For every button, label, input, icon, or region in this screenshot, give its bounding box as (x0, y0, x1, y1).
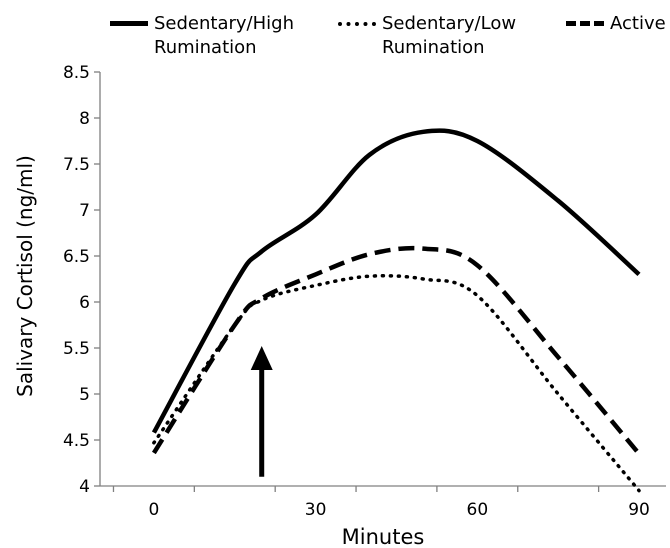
x-axis-label: Minutes (342, 525, 425, 548)
annotation (250, 346, 273, 477)
y-tick-label: 6 (79, 293, 90, 313)
y-tick-label: 7.5 (63, 155, 90, 175)
y-axis-label: Salivary Cortisol (ng/ml) (13, 155, 37, 397)
y-tick-label: 7 (79, 201, 90, 221)
series-line-dotted (152, 274, 641, 493)
legend-swatch-solid (110, 12, 148, 36)
series-line-dashed (151, 245, 641, 456)
y-tick-label: 4.5 (63, 431, 90, 451)
x-tick-label: 30 (305, 500, 327, 520)
x-tick-label: 60 (467, 500, 489, 520)
x-tick-label: 90 (628, 500, 650, 520)
legend-swatch-dashed (566, 12, 604, 36)
y-tick-label: 5 (79, 385, 90, 405)
series-line-solid (151, 128, 641, 434)
series-lines (151, 128, 641, 493)
legend-label-sedentary-low: Sedentary/Low Rumination (382, 13, 517, 58)
y-tick-label: 8.5 (63, 63, 90, 83)
y-tick-label: 8 (79, 109, 90, 129)
y-tick-label: 6.5 (63, 247, 90, 267)
axis-ticks: 4 4.5 5 5.5 6 6.5 7 7.5 8 8.5 0 30 60 90 (63, 63, 650, 520)
legend-label-active: Active (610, 13, 666, 34)
legend-label-sedentary-high: Sedentary/High Rumination (154, 13, 294, 58)
y-tick-label: 4 (79, 477, 90, 497)
legend-item-sedentary-low: Sedentary/Low Rumination (338, 12, 516, 60)
y-tick-label: 5.5 (63, 339, 90, 359)
legend-swatch-dotted (338, 12, 376, 36)
x-tick-label: 0 (148, 500, 159, 520)
legend-item-active: Active (566, 12, 666, 36)
arrow-head (250, 346, 273, 370)
legend-item-sedentary-high: Sedentary/High Rumination (110, 12, 294, 60)
